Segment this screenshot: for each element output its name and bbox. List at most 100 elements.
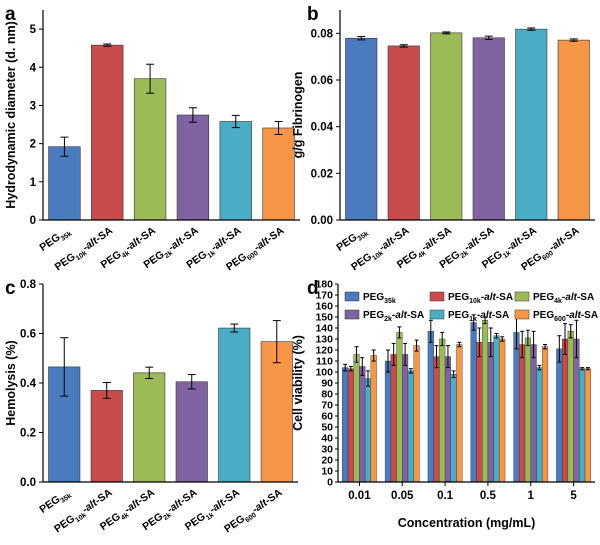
y-tick-label-d-0: 0	[327, 477, 333, 489]
series-PEG35k	[342, 314, 563, 483]
error-bar-b-0	[357, 36, 366, 41]
panel-label-c: c	[5, 278, 16, 299]
bar-d-PEG2k-3	[487, 342, 494, 483]
error-bar-c-1	[102, 382, 111, 399]
y-tick-label-d-8: 80	[321, 389, 333, 401]
bar-d-PEG4k-2	[439, 338, 446, 483]
error-bar-d-PEG1k-2	[451, 370, 456, 378]
y-tick-label-d-3: 30	[321, 444, 333, 456]
error-bar-d-PEG600-5	[585, 367, 590, 371]
bar-a-4	[219, 121, 252, 221]
error-bar-d-PEG10k-1	[391, 342, 396, 366]
bar-d-PEG2k-1	[402, 354, 409, 483]
legend-swatch-PEG1k	[429, 309, 445, 320]
error-bar-d-PEG10k-3	[477, 327, 482, 358]
y-tick-label-a-4: 4	[30, 62, 37, 74]
y-tick-label-a-1: 1	[30, 177, 37, 189]
category-label-a-0: PEG35k	[38, 225, 74, 256]
bar-a-3	[176, 114, 210, 221]
y-tick-label-d-4: 40	[321, 433, 333, 445]
panel-b: b 0.00 0.02 0.04 0.06 0.08 g/g Fibrinogen PEG35…	[291, 4, 595, 273]
bar-d-PEG4k-0	[353, 354, 360, 483]
error-bar-a-3	[188, 107, 197, 123]
error-bar-d-PEG1k-0	[365, 370, 370, 387]
legend-label-PEG10k: PEG10k-alt-SA	[448, 292, 513, 305]
legend-label-PEG35k: PEG35k	[363, 292, 396, 305]
error-bar-a-5	[274, 120, 283, 135]
error-bar-b-1	[399, 44, 408, 48]
error-bar-d-PEG1k-1	[408, 368, 413, 374]
y-axis-title-d: Cell viability (%)	[291, 335, 305, 431]
y-tick-label-a-2: 2	[30, 139, 36, 151]
y-tick-label-b-3: 0.06	[311, 75, 333, 87]
bar-d-PEG2k-4	[530, 344, 537, 483]
bar-b-5	[557, 39, 590, 221]
bar-b-3	[472, 37, 505, 221]
bar-d-PEG600-1	[413, 345, 420, 483]
y-tick-label-d-12: 120	[315, 345, 333, 357]
error-bar-d-PEG4k-1	[397, 326, 402, 339]
bar-d-PEG10k-4	[519, 344, 526, 483]
legend-label-PEG600: PEG600-alt-SA	[533, 310, 598, 323]
bar-d-PEG4k-5	[567, 331, 574, 483]
bar-d-PEG2k-0	[359, 366, 366, 483]
y-tick-label-d-17: 170	[315, 290, 333, 302]
y-tick-label-d-9: 90	[321, 378, 333, 390]
legend-label-PEG2k: PEG2k-alt-SA	[363, 310, 424, 323]
bar-c-5	[260, 341, 293, 483]
error-bar-d-PEG10k-0	[348, 366, 353, 372]
bar-c-2	[133, 372, 166, 483]
error-bar-d-PEG2k-3	[488, 327, 493, 358]
x-tick-label-d-0: 0.01	[348, 490, 371, 502]
error-bar-d-PEG2k-5	[574, 319, 579, 359]
y-tick-label-d-10: 100	[315, 367, 333, 379]
error-bar-a-4	[231, 114, 240, 129]
error-bar-d-PEG35k-5	[557, 335, 562, 363]
bar-a-1	[91, 44, 124, 221]
error-bar-b-3	[484, 35, 493, 40]
legend-label-PEG1k: PEG1k-alt-SA	[448, 310, 509, 323]
error-bar-a-2	[146, 63, 155, 94]
error-bar-d-PEG600-0	[371, 349, 376, 362]
bar-d-PEG10k-1	[390, 354, 397, 483]
bar-d-PEG35k-5	[556, 348, 563, 483]
bar-d-PEG35k-2	[427, 331, 434, 483]
bar-c-3	[175, 381, 208, 483]
legend-swatch-PEG10k	[429, 291, 445, 302]
error-bar-d-PEG35k-3	[471, 314, 476, 331]
y-tick-label-c-3: 0.6	[20, 329, 36, 341]
legend-d: PEG35k PEG10k-alt-SA PEG4k-alt-SA PEG2k-alt…	[344, 291, 598, 323]
x-tick-label-d-4: 1	[528, 490, 535, 502]
error-bar-a-1	[103, 43, 112, 47]
y-tick-label-b-4: 0.08	[311, 28, 334, 40]
y-tick-label-d-11: 110	[316, 356, 333, 368]
bar-b-0	[345, 37, 378, 221]
error-bar-d-PEG600-2	[457, 341, 462, 348]
bar-d-PEG1k-2	[450, 374, 457, 483]
error-bar-d-PEG4k-0	[354, 346, 359, 363]
error-bar-b-2	[442, 31, 451, 35]
bar-b-2	[430, 32, 463, 221]
error-bar-d-PEG600-3	[500, 336, 505, 342]
bar-c-4	[218, 327, 251, 483]
x-tick-label-d-3: 0.5	[480, 490, 497, 502]
bar-d-PEG10k-0	[347, 368, 354, 483]
legend-swatch-PEG600	[514, 309, 530, 320]
y-tick-label-d-5: 50	[321, 422, 333, 434]
y-tick-label-d-1: 10	[321, 466, 333, 478]
y-tick-label-d-15: 150	[315, 312, 333, 324]
bar-d-PEG1k-3	[493, 335, 500, 483]
panel-a: a 0 1 2 3 4 5 Hydrodynamic diameter (d. nm) PEG3…	[4, 4, 300, 273]
error-bar-d-PEG4k-4	[525, 329, 530, 347]
error-bar-d-PEG1k-5	[580, 367, 585, 371]
error-bar-c-4	[230, 323, 239, 333]
bar-d-PEG35k-3	[470, 322, 477, 483]
y-tick-label-d-16: 160	[315, 301, 333, 313]
error-bar-d-PEG10k-2	[434, 345, 439, 369]
bar-d-PEG600-0	[370, 355, 377, 483]
y-tick-label-b-0: 0.00	[311, 215, 333, 227]
x-tick-label-d-5: 5	[570, 490, 577, 502]
bar-d-PEG600-5	[584, 368, 591, 483]
x-axis-title-d: Concentration (mg/mL)	[398, 516, 536, 530]
